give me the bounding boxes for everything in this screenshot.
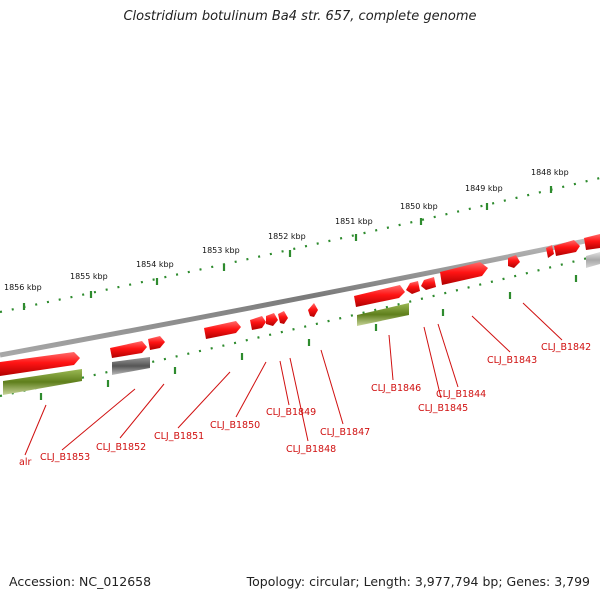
ruler-label-1850: 1850 kbp bbox=[400, 202, 438, 211]
gene-label[interactable]: CLJ_B1853 bbox=[40, 452, 90, 463]
gene-arrow[interactable] bbox=[204, 321, 241, 339]
gene-arrow[interactable] bbox=[440, 262, 488, 285]
ruler-inner-ticks bbox=[39, 275, 578, 400]
gene-label[interactable]: CLJ_B1850 bbox=[210, 420, 260, 431]
gene-arrow[interactable] bbox=[584, 234, 600, 250]
gene-label[interactable]: CLJ_B1847 bbox=[320, 427, 370, 438]
gene-arrow[interactable] bbox=[266, 313, 278, 326]
ruler-outer bbox=[0, 176, 600, 314]
gene-arrow[interactable] bbox=[357, 303, 409, 326]
gene-labels: CLJ_B1842 CLJ_B1843 CLJ_B1844 CLJ_B1845 … bbox=[19, 342, 591, 468]
ruler-label-1856: 1856 kbp bbox=[4, 283, 42, 292]
gene-arrow[interactable] bbox=[354, 285, 405, 307]
gene-label[interactable]: CLJ_B1842 bbox=[541, 342, 591, 353]
gene-arrow[interactable] bbox=[308, 303, 318, 317]
label-leaders bbox=[24, 302, 563, 456]
ruler-label-1854: 1854 kbp bbox=[136, 260, 174, 269]
ruler-label-1852: 1852 kbp bbox=[268, 232, 306, 241]
gene-arrow[interactable] bbox=[554, 240, 580, 256]
gene-arrow[interactable] bbox=[278, 311, 288, 324]
gene-label[interactable]: CLJ_B1845 bbox=[418, 403, 468, 414]
gene-arrow[interactable] bbox=[421, 277, 436, 290]
gene-label[interactable]: CLJ_B1851 bbox=[154, 431, 204, 442]
gene-arrow[interactable] bbox=[3, 369, 82, 395]
gene-arrow[interactable] bbox=[112, 357, 150, 375]
gene-label[interactable]: alr bbox=[19, 457, 31, 468]
accession-text: Accession: NC_012658 bbox=[9, 574, 152, 589]
gene-label[interactable]: CLJ_B1852 bbox=[96, 442, 146, 453]
gene-arrow[interactable] bbox=[508, 255, 520, 268]
gene-arrow[interactable] bbox=[0, 352, 80, 376]
gene-arrow[interactable] bbox=[250, 316, 266, 330]
gene-arrow[interactable] bbox=[586, 252, 600, 268]
gene-label[interactable]: CLJ_B1848 bbox=[286, 444, 336, 455]
genome-summary-text: Topology: circular; Length: 3,977,794 bp… bbox=[246, 574, 590, 589]
gene-label[interactable]: CLJ_B1844 bbox=[436, 389, 486, 400]
gene-arrow[interactable] bbox=[546, 245, 554, 258]
ruler-label-1849: 1849 kbp bbox=[465, 184, 503, 193]
gene-arrow[interactable] bbox=[110, 341, 147, 358]
gene-label[interactable]: CLJ_B1849 bbox=[266, 407, 316, 418]
ruler-label-1855: 1855 kbp bbox=[70, 272, 108, 281]
ruler-label-1848: 1848 kbp bbox=[531, 168, 569, 177]
ruler-inner bbox=[0, 253, 600, 398]
gene-arrow[interactable] bbox=[406, 281, 420, 294]
ruler-major-ticks bbox=[22, 186, 553, 310]
gene-label[interactable]: CLJ_B1846 bbox=[371, 383, 421, 394]
gene-features bbox=[0, 234, 600, 395]
ruler-label-1851: 1851 kbp bbox=[335, 217, 373, 226]
gene-arrow[interactable] bbox=[148, 336, 165, 350]
ruler-label-1853: 1853 kbp bbox=[202, 246, 240, 255]
map-title: Clostridium botulinum Ba4 str. 657, comp… bbox=[123, 9, 477, 24]
ruler-labels: 1848 kbp 1849 kbp 1850 kbp 1851 kbp 1852… bbox=[4, 168, 569, 292]
gene-label[interactable]: CLJ_B1843 bbox=[487, 355, 537, 366]
